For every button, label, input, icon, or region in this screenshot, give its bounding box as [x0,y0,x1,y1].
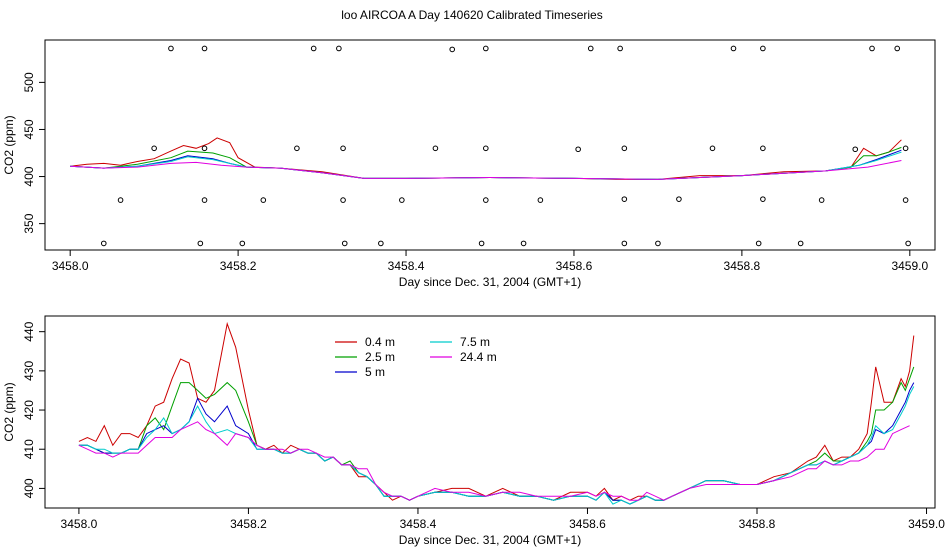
data-point [399,197,405,203]
y-tick-label: 430 [22,361,36,381]
data-point [760,45,766,52]
y-tick-label: 450 [22,119,36,139]
series-line-5 [70,160,902,180]
x-tick-label: 3458.2 [230,517,267,531]
data-point [378,240,384,247]
data-point [760,145,766,152]
data-point [340,197,346,203]
legend: 0.4 m2.5 m5 m 7.5 m24.4 m [335,335,497,379]
x-tick-label: 3458.0 [52,259,89,273]
data-point [449,46,456,53]
data-point [621,196,628,202]
data-point [117,197,124,203]
data-point [168,45,174,52]
x-axis-label: Day since Dec. 31, 2004 (GMT+1) [399,533,581,547]
data-point [520,240,527,247]
x-tick-label: 3458.2 [220,259,257,273]
data-point [869,45,875,52]
data-point [905,240,911,247]
x-tick-label: 3458.4 [388,259,425,273]
data-point [902,145,909,152]
legend-label: 24.4 m [460,350,497,364]
x-tick-label: 3458.6 [556,259,593,273]
data-point [537,197,544,203]
data-point [341,240,348,247]
series-line-7-5-m [78,386,915,505]
data-point [755,240,762,247]
data-point [730,45,737,52]
legend-label: 5 m [365,365,385,379]
y-tick-label: 420 [22,400,36,420]
data-point [818,197,825,203]
data-point [340,145,346,152]
figure-title: loo AIRCOA A Day 140620 Calibrated Times… [341,8,602,22]
y-tick-label: 350 [22,213,36,233]
data-point [239,240,246,247]
y-tick-label: 400 [22,166,36,186]
x-tick-label: 3458.4 [400,517,437,531]
data-point [676,196,682,202]
y-axis-label: CO2 (ppm) [2,115,16,174]
series-line-3 [70,149,902,180]
series-line-2-5-m [78,366,915,505]
data-point [201,197,208,203]
data-point [587,45,594,52]
data-point [852,146,859,153]
legend-label: 7.5 m [460,335,490,349]
x-tick-label: 3458.0 [61,517,98,531]
y-tick-label: 410 [22,439,36,459]
data-point [483,45,489,52]
data-point [617,45,623,52]
plot-frame [44,315,936,509]
y-tick-label: 400 [22,478,36,498]
data-point [902,197,909,203]
x-tick-label: 3459.0 [891,259,928,273]
data-point [894,45,901,52]
plot-frame [44,39,936,251]
y-axis-label: CO2 (ppm) [2,382,16,441]
data-point [478,240,485,247]
data-point [621,145,628,152]
data-point [432,145,439,152]
x-tick-label: 3458.6 [569,517,606,531]
legend-label: 0.4 m [365,335,395,349]
data-point [201,145,208,152]
data-point [336,45,342,52]
data-point [575,146,581,153]
data-point [100,240,107,247]
legend-label: 2.5 m [365,350,395,364]
y-tick-label: 440 [22,321,36,341]
data-point [201,45,208,52]
data-point [760,196,766,202]
data-point [621,240,628,247]
series-line-24-4-m [78,421,910,501]
data-point [151,145,157,152]
x-tick-label: 3458.8 [739,517,776,531]
x-tick-label: 3459.0 [908,517,945,531]
data-point [483,145,489,152]
y-tick-label: 500 [22,72,36,92]
series-line-2 [70,146,902,180]
x-axis-label: Day since Dec. 31, 2004 (GMT+1) [399,275,581,289]
data-point [310,45,317,52]
data-point [709,145,716,152]
chart-panel-top: 3458.0 3458.2 3458.4 3458.6 3458.8 3459.0 350 4… [2,39,936,289]
data-point [483,197,489,203]
data-point [197,240,204,247]
data-point [260,197,267,203]
data-point [294,145,300,152]
data-point [797,240,804,247]
series-line-0-4-m [78,321,915,501]
x-tick-label: 3458.8 [724,259,761,273]
data-point [655,240,661,247]
chart-panel-bottom: 3458.0 3458.2 3458.4 3458.6 3458.8 3459.0 400 4… [2,315,945,547]
